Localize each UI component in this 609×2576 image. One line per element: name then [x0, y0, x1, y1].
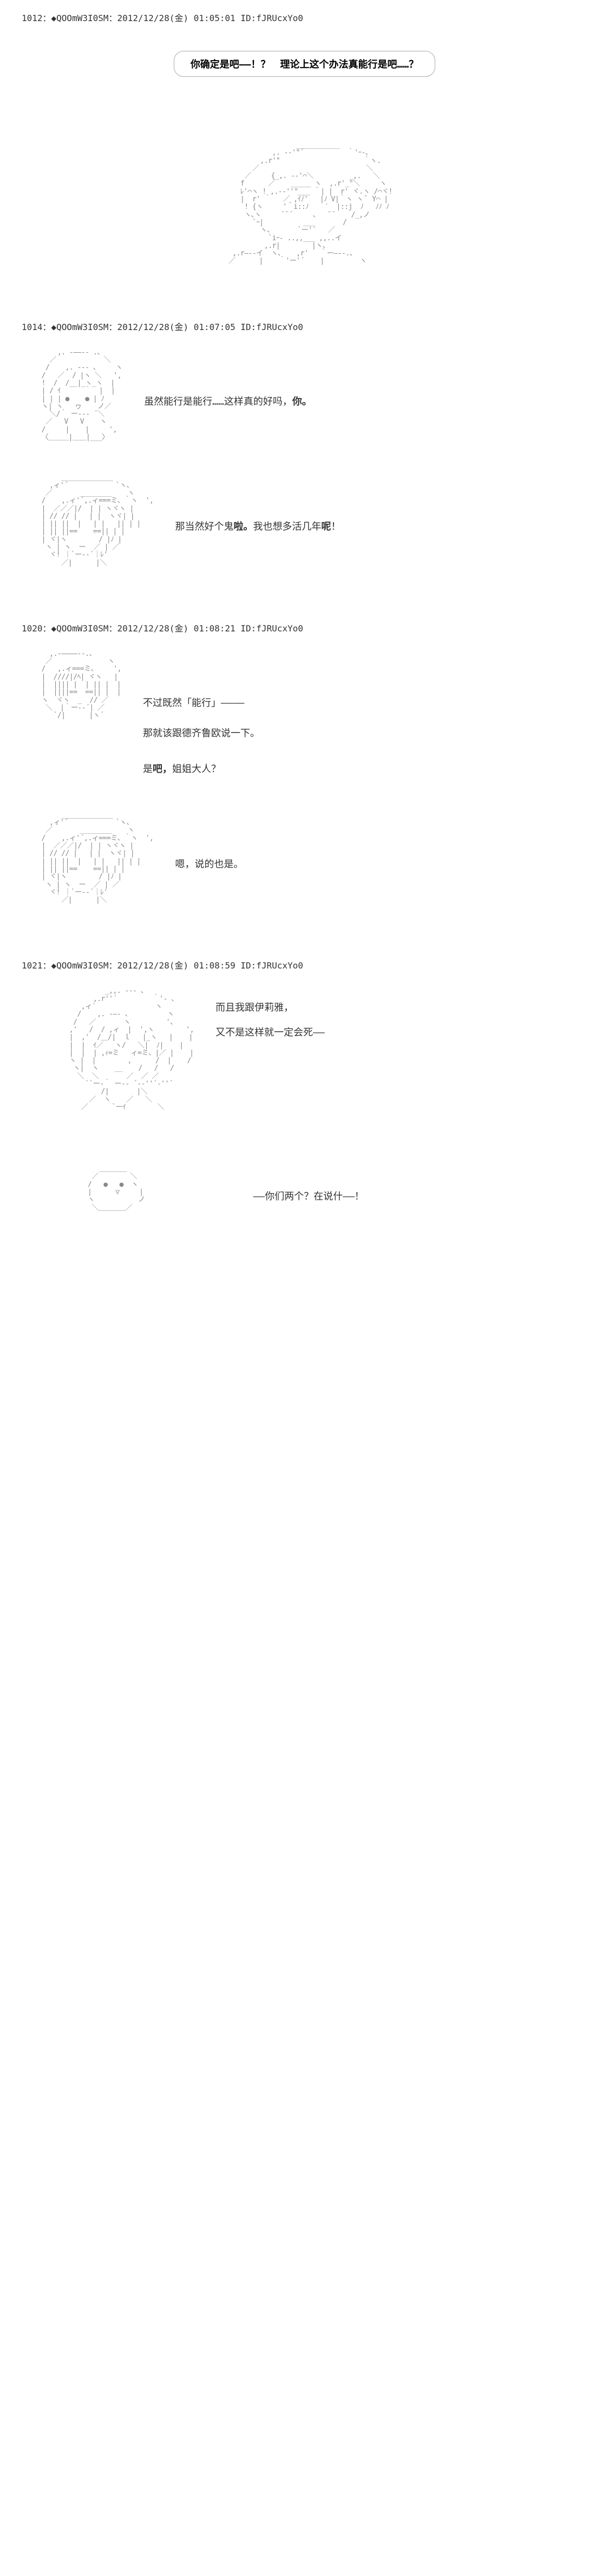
content-row: ,. -――‐- .、 ／ ＼ / ,. -‐- 、 ヽ / ／ / |ヽ ＼ …	[22, 349, 587, 442]
content-row: ___________ ,. -‐'"´ ｀'ｰ-､ ,.r'" ｀ヽ. ／ ＼…	[22, 142, 587, 266]
dialogue-text: 嗯，说的也是。	[175, 855, 244, 874]
speech-bubble: 你确定是吧——！？ 理论上这个办法真能行是吧……？	[174, 51, 435, 77]
dialogue-line: 那就该跟德齐鲁欧说一下。	[143, 724, 260, 743]
content-row: ,.-――――‐-.、 ／ ヽ / ,.ィ===ミ、 ', | ////|/ﾍ|…	[22, 650, 587, 779]
post-header: 1014：◆QOOmW3I0SM：2012/12/28(金) 01:07:05 …	[22, 320, 587, 333]
dialogue-line: 不过既然「能行」————	[143, 694, 260, 713]
content-row: _____________ ,ィ'´ `ヽ、 ／ ________ ヽ / ,.…	[22, 474, 587, 567]
post-1020: 1020：◆QOOmW3I0SM：2012/12/28(金) 01:08:21 …	[0, 610, 609, 948]
dialogue-text: ——你们两个？在说什——！	[253, 1187, 364, 1207]
dialogue-text: 虽然能行是能行……这样真的好吗，你。	[144, 392, 312, 412]
ascii-art-girl: _____________ ,ィ'´ `ヽ、 ／ ________ ヽ / ,.…	[22, 474, 154, 567]
dialogue-text: 那当然好个鬼啦。我也想多活几年呢！	[175, 517, 341, 537]
ascii-art-girl: ,. -――‐- .、 ／ ＼ / ,. -‐- 、 ヽ / ／ / |ヽ ＼ …	[22, 349, 122, 442]
bubble-container: 你确定是吧——！？ 理论上这个办法真能行是吧……？	[22, 40, 587, 109]
dialogue-bold: 你。	[292, 396, 312, 407]
dialogue-line: 虽然能行是能行……这样真的好吗，	[144, 396, 292, 407]
post-header: 1021：◆QOOmW3I0SM：2012/12/28(金) 01:08:59 …	[22, 958, 587, 971]
dialogue-line: 我也想多活几年	[253, 521, 322, 532]
post-1014: 1014：◆QOOmW3I0SM：2012/12/28(金) 01:07:05 …	[0, 309, 609, 610]
dialogue-text: 不过既然「能行」———— 那就该跟德齐鲁欧说一下。 是吧，姐姐大人？	[143, 694, 260, 779]
ascii-art-simple: ＿＿＿＿ ／ ＼ / ● ● ヽ | ▽ | ヽ ノ ＼＿＿＿＿／	[76, 1165, 145, 1212]
post-1012: 1012：◆QOOmW3I0SM：2012/12/28(金) 01:05:01 …	[0, 0, 609, 309]
dialogue-line: 又不是这样就一定会死——	[215, 1023, 325, 1043]
post-header: 1012：◆QOOmW3I0SM：2012/12/28(金) 01:05:01 …	[22, 11, 587, 24]
dialogue-line: 姐姐大人？	[172, 763, 221, 775]
dialogue-bold: 呢	[322, 521, 331, 532]
content-row: _,,. --- 、 ,.r''´ ｀'‐ 、 ,ィ′ ヽ / ,. -―- 、…	[22, 987, 587, 1111]
dialogue-text: 而且我跟伊莉雅， 又不是这样就一定会死——	[215, 998, 325, 1043]
ascii-art-girl: _,,. --- 、 ,.r''´ ｀'‐ 、 ,ィ′ ヽ / ,. -―- 、…	[22, 987, 194, 1111]
bubble-text: 你确定是吧——！？ 理论上这个办法真能行是吧……？	[191, 59, 418, 70]
dialogue-line: 那当然好个鬼	[175, 521, 234, 532]
dialogue-bold: 啦。	[234, 521, 253, 532]
dialogue-line: ！	[331, 521, 341, 532]
content-row: ＿＿＿＿ ／ ＼ / ● ● ヽ | ▽ | ヽ ノ ＼＿＿＿＿／ ——你们两个…	[22, 1165, 587, 1212]
content-row: _____________ ,ィ'´ `ヽ、 ／ ________ ヽ / ,.…	[22, 812, 587, 905]
post-header: 1020：◆QOOmW3I0SM：2012/12/28(金) 01:08:21 …	[22, 621, 587, 634]
ascii-art-girl: ,.-――――‐-.、 ／ ヽ / ,.ィ===ミ、 ', | ////|/ﾍ|…	[22, 650, 121, 720]
ascii-art-girl: _____________ ,ィ'´ `ヽ、 ／ ________ ヽ / ,.…	[22, 812, 154, 905]
ascii-art-girl: ___________ ,. -‐'"´ ｀'ｰ-､ ,.r'" ｀ヽ. ／ ＼…	[217, 142, 392, 266]
dialogue-line: 是	[143, 763, 153, 775]
post-1021: 1021：◆QOOmW3I0SM：2012/12/28(金) 01:08:59 …	[0, 947, 609, 1255]
dialogue-bold: 吧，	[153, 763, 172, 775]
dialogue-line: 而且我跟伊莉雅，	[215, 998, 325, 1018]
